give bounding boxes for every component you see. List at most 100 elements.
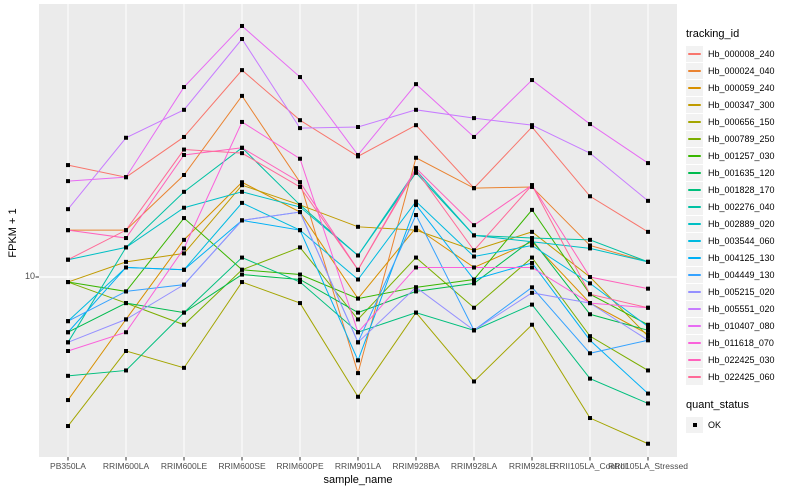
data-point-marker [472,277,476,282]
data-point-marker [588,237,592,242]
legend-item: Hb_022425_060 [686,368,798,385]
data-point-marker [298,184,302,189]
data-point-marker [356,317,360,322]
legend-title-quant-status: quant_status [686,399,749,411]
legend-item-label: Hb_002889_020 [708,218,775,229]
data-point-marker [240,68,244,73]
legend-color-line-icon [688,239,701,242]
x-tick-label: RRII105LA_Stressed [608,461,688,471]
x-tick-label: RRIM600SE [218,461,266,471]
legend-key [686,147,703,164]
data-point-marker [240,255,244,260]
legend-color-line-icon [688,375,701,378]
data-point-marker [182,251,186,256]
data-point-marker [414,155,418,160]
data-point-marker [414,310,418,315]
data-point-marker [66,340,70,345]
data-point-marker [588,301,592,306]
data-point-marker [472,379,476,384]
legend-key [686,266,703,283]
data-point-marker [298,156,302,161]
legend-color-line-icon [688,69,701,72]
legend-color-line-icon [688,86,701,89]
data-point-marker [530,260,534,265]
data-point-marker [240,267,244,272]
data-point-marker [472,134,476,139]
legend-item: Hb_010407_080 [686,317,798,334]
data-point-marker [530,229,534,234]
data-point-marker [530,285,534,290]
data-point-marker [66,207,70,212]
data-point-marker [646,328,650,333]
data-point-marker [182,310,186,315]
data-point-marker [414,202,418,207]
x-tick-label: RRIM600LE [160,461,208,471]
data-point-marker [182,85,186,90]
legend-items: Hb_000008_240 Hb_000024_040 Hb_000059_240 H… [686,45,798,385]
data-point-marker [588,312,592,317]
legend-item-label: Hb_004449_130 [708,269,775,280]
data-point-marker [530,255,534,260]
legend-item-label: Hb_022425_030 [708,354,775,365]
data-point-marker [298,75,302,80]
data-point-marker [240,218,244,223]
data-point-marker [356,253,360,258]
data-point-marker [356,267,360,272]
data-point-marker [298,228,302,233]
legend-color-line-icon [688,358,701,361]
legend-item: Hb_000656_150 [686,113,798,130]
data-point-marker [646,324,650,329]
data-point-marker [182,322,186,327]
data-point-marker [240,272,244,277]
data-point-marker [472,305,476,310]
data-point-marker [356,310,360,315]
data-point-marker [414,82,418,87]
x-tick-label: RRIM928BA [392,461,440,471]
data-point-marker [414,255,418,260]
data-point-marker [124,236,128,241]
legend-item: Hb_000008_240 [686,45,798,62]
data-point-marker [646,368,650,373]
legend-item: Hb_002276_040 [686,198,798,215]
data-point-marker [182,189,186,194]
legend-key [686,334,703,351]
data-point-marker [472,248,476,253]
data-point-marker [646,334,650,339]
data-point-marker [182,282,186,287]
legend-item: Hb_002889_020 [686,215,798,232]
legend-item-label: Hb_000024_040 [708,65,775,76]
data-point-marker [124,289,128,294]
legend-item: Hb_004449_130 [686,266,798,283]
data-point-marker [66,348,70,353]
black-square-marker-icon [692,422,697,427]
legend-color-line-icon [688,188,701,191]
data-point-marker [66,424,70,429]
x-tick-label: RRIM600PE [276,461,324,471]
data-point-marker [124,265,128,270]
data-point-marker [530,302,534,307]
legend-key [686,351,703,368]
data-point-marker [472,328,476,333]
data-point-marker [472,116,476,121]
data-point-marker [124,348,128,353]
data-point-marker [298,277,302,282]
legend-item: Hb_000024_040 [686,62,798,79]
legend-key [686,416,703,433]
data-point-marker [66,373,70,378]
x-tick-label: RRIM928LA [450,461,498,471]
data-point-marker [588,246,592,251]
data-point-marker [182,267,186,272]
legend-item-label: Hb_003544_060 [708,235,775,246]
legend-color-line-icon [688,205,701,208]
legend-color-line-icon [688,103,701,106]
data-point-marker [646,441,650,446]
data-point-marker [240,151,244,156]
data-point-marker [646,338,650,343]
data-point-marker [182,365,186,370]
legend-key [686,62,703,79]
data-point-marker [66,330,70,335]
legend-key [686,113,703,130]
data-point-marker [588,281,592,286]
data-point-marker [182,152,186,157]
